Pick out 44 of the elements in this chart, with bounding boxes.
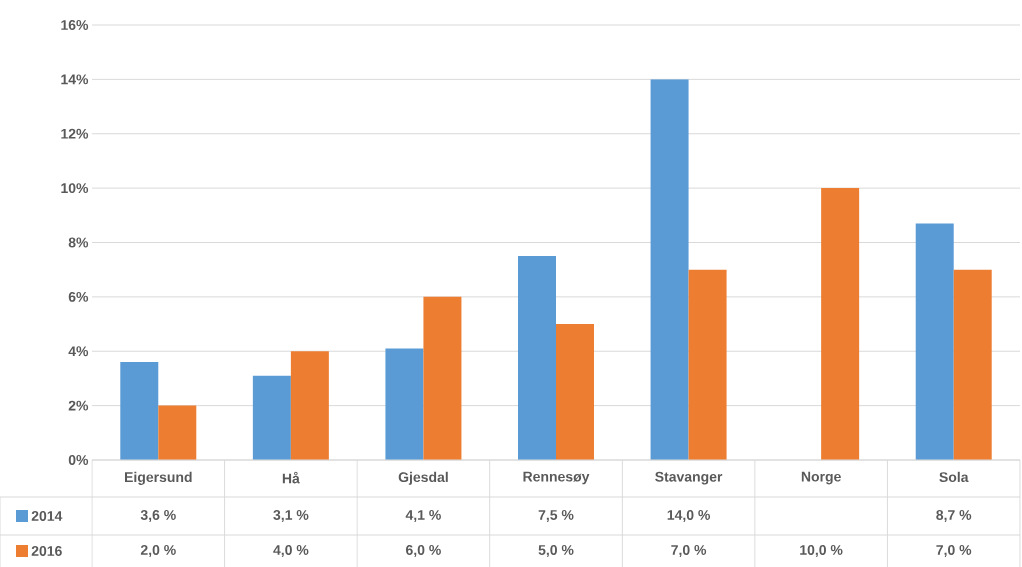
x-tick-label: Rennesøy: [523, 471, 590, 485]
y-tick-label: 12%: [61, 128, 89, 139]
y-tick-label: 8%: [68, 237, 89, 248]
data-label: 2,0 %: [140, 545, 176, 557]
bar: [423, 296, 462, 460]
y-tick-label: 2%: [68, 400, 89, 411]
y-tick-label: 10%: [61, 183, 89, 194]
bar: [688, 269, 727, 460]
bar: [953, 269, 992, 460]
x-tick-label: Stavanger: [655, 471, 723, 485]
y-tick-label: 6%: [68, 291, 89, 302]
bar: [650, 79, 689, 460]
y-tick-label: 14%: [61, 74, 89, 85]
bar: [158, 405, 197, 460]
data-label: 14,0 %: [667, 510, 711, 522]
data-label: 7,0 %: [671, 545, 707, 557]
bar: [821, 188, 860, 460]
x-tick-label: Hå: [282, 471, 300, 484]
x-tick-label: Norge: [801, 471, 841, 485]
bar: [556, 324, 595, 460]
data-label: 6,0 %: [406, 545, 441, 557]
data-label: 3,6 %: [140, 510, 176, 522]
data-label: 7,5 %: [538, 510, 574, 522]
bar: [120, 362, 159, 460]
data-label: 10,0 %: [800, 545, 843, 557]
x-tick-label: Eigersund: [125, 471, 192, 485]
bar: [290, 351, 329, 460]
data-label: 5,0 %: [538, 545, 574, 557]
x-tick-label: Gjesdal: [398, 471, 448, 485]
y-tick-label: 16%: [61, 20, 89, 30]
bar: [385, 348, 424, 460]
bar: [518, 256, 557, 460]
bar: [915, 223, 954, 460]
y-tick-label: 0%: [68, 455, 89, 465]
legend-label: 2014: [31, 511, 63, 521]
data-label: 8,7 %: [936, 510, 972, 522]
x-tick-label: Sola: [939, 471, 969, 483]
legend-label: 2016: [31, 546, 62, 556]
data-label: 4,0 %: [273, 545, 309, 557]
data-label: 4,1 %: [405, 510, 441, 522]
data-label: 7,0 %: [936, 545, 972, 557]
bar: [252, 375, 291, 460]
data-label: 3,1 %: [273, 510, 309, 522]
y-tick-label: 4%: [68, 346, 89, 357]
